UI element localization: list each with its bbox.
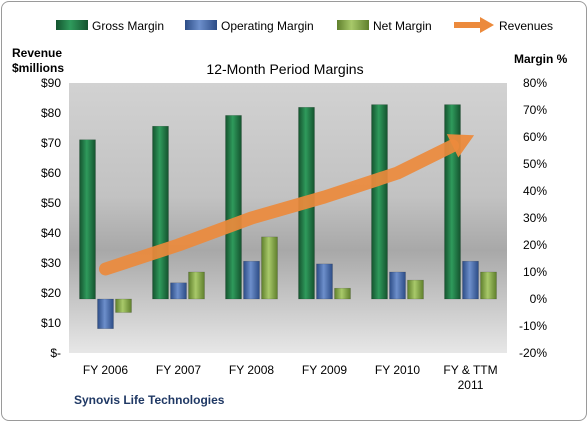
right-axis-tick-label: 80%: [523, 76, 547, 90]
category-label: FY & TTM: [443, 363, 497, 377]
left-axis-tick-label: $80: [41, 106, 61, 120]
left-axis-tick-label: $60: [41, 166, 61, 180]
category-label: FY 2008: [229, 363, 274, 377]
category-label: FY 2007: [156, 363, 201, 377]
left-axis-tick-label: $20: [41, 286, 61, 300]
bar-gross-margin: [152, 125, 169, 300]
left-axis-title-line-2: $millions: [12, 61, 64, 75]
chart-title: 12-Month Period Margins: [206, 61, 363, 77]
left-axis-tick-label: $50: [41, 196, 61, 210]
bar-net-margin: [261, 236, 278, 300]
right-axis-tick-label: 60%: [523, 130, 547, 144]
category-label: 2011: [458, 378, 484, 392]
right-axis-tick-label: 10%: [523, 265, 547, 279]
right-axis: -20% -10% 0% 10% 20% 30% 40% 50% 60% 70% 80%: [519, 76, 547, 360]
left-axis-tick-label: $10: [41, 316, 61, 330]
bar-net-margin: [480, 271, 497, 300]
right-axis-tick-label: 40%: [523, 184, 547, 198]
category-label: FY 2009: [302, 363, 347, 377]
bar-operating-margin: [243, 260, 260, 300]
right-axis-title: Margin %: [514, 52, 568, 66]
bar-gross-margin: [225, 115, 242, 300]
right-axis-tick-label: -20%: [519, 346, 547, 360]
revenue-arrowhead: [446, 134, 475, 158]
legend-swatch-gross-margin: [56, 20, 88, 30]
left-axis-tick-label: $-: [50, 346, 61, 360]
category-label: FY 2006: [83, 363, 128, 377]
legend-arrowhead-revenues: [480, 17, 494, 33]
bar-operating-margin: [389, 271, 406, 300]
left-axis-title-line-1: Revenue: [12, 46, 62, 60]
legend-item-gross-margin: Gross Margin: [56, 19, 164, 33]
right-axis-tick-label: 30%: [523, 211, 547, 225]
company-name-label: Synovis Life Technologies: [74, 393, 225, 407]
legend-item-operating-margin: Operating Margin: [185, 19, 314, 33]
legend-swatch-operating-margin: [185, 20, 217, 30]
left-axis-tick-label: $40: [41, 226, 61, 240]
revenue-series-group: [99, 134, 475, 276]
bar-net-margin: [407, 279, 424, 300]
category-axis: FY 2006 FY 2007 FY 2008 FY 2009 FY 2010 FY & …: [83, 363, 498, 392]
legend-label-net-margin: Net Margin: [373, 19, 432, 33]
legend-label-operating-margin: Operating Margin: [221, 19, 314, 33]
right-axis-tick-label: 20%: [523, 238, 547, 252]
left-axis: $- $10 $20 $30 $40 $50 $60 $70 $80 $90: [41, 76, 61, 360]
bar-net-margin: [334, 287, 351, 300]
bar-operating-margin: [462, 260, 479, 300]
category-label: FY 2010: [375, 363, 420, 377]
bar-gross-margin: [79, 139, 96, 300]
right-axis-tick-label: 0%: [530, 292, 548, 306]
bar-operating-margin: [316, 263, 333, 300]
legend: Gross Margin Operating Margin Net Margin…: [56, 17, 553, 33]
bar-net-margin: [188, 271, 205, 300]
bar-net-margin: [115, 298, 132, 313]
legend-item-net-margin: Net Margin: [337, 19, 432, 33]
legend-label-gross-margin: Gross Margin: [92, 19, 164, 33]
legend-swatch-net-margin: [337, 20, 369, 30]
left-axis-tick-label: $70: [41, 136, 61, 150]
plot-area: [69, 83, 507, 353]
legend-item-revenues: Revenues: [454, 17, 553, 33]
left-axis-tick-label: $30: [41, 256, 61, 270]
bar-gross-margin: [444, 104, 461, 300]
right-axis-tick-label: 50%: [523, 157, 547, 171]
bar-operating-margin: [97, 298, 114, 329]
bar-gross-margin: [371, 104, 388, 300]
right-axis-tick-label: -10%: [519, 319, 547, 333]
right-axis-tick-label: 70%: [523, 103, 547, 117]
legend-label-revenues: Revenues: [499, 19, 553, 33]
bar-operating-margin: [170, 282, 187, 300]
revenue-trend-line: [99, 139, 460, 276]
left-axis-tick-label: $90: [41, 76, 61, 90]
